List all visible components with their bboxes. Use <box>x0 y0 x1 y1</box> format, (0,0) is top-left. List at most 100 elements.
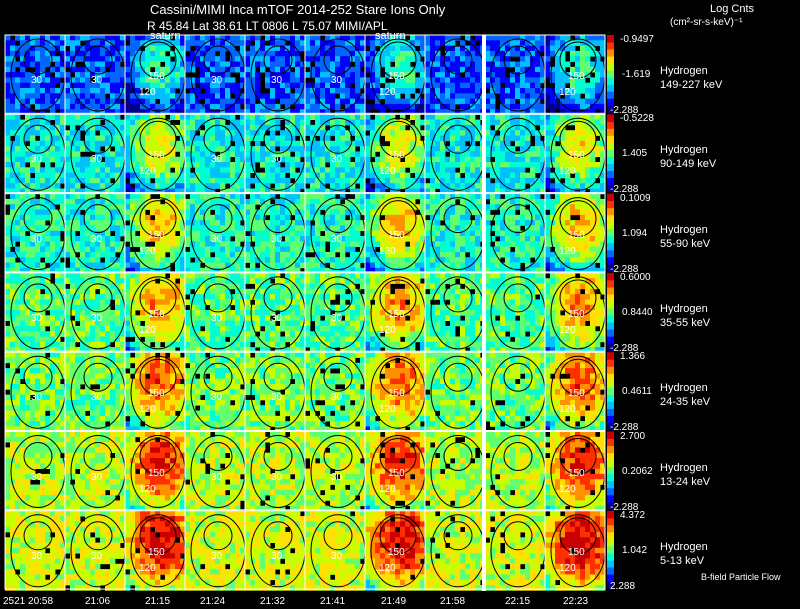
heatmap-pixel <box>320 135 326 142</box>
heatmap-pixel <box>200 177 206 184</box>
heatmap-pixel <box>185 225 191 232</box>
heatmap-pixel <box>105 257 111 263</box>
heatmap-pixel <box>45 177 51 184</box>
heatmap-pixel <box>545 257 551 263</box>
heatmap-pixel <box>365 257 371 263</box>
heatmap-pixel <box>205 267 211 274</box>
heatmap-pixel <box>555 50 561 57</box>
heatmap-pixel <box>180 262 186 269</box>
heatmap-pixel <box>185 66 191 73</box>
heatmap-pixel <box>430 130 436 136</box>
heatmap-pixel <box>275 188 281 195</box>
heatmap-pixel <box>210 188 216 195</box>
heatmap-pixel <box>455 193 461 200</box>
heatmap-pixel <box>325 204 331 210</box>
contour-circle <box>443 204 473 234</box>
heatmap-pixel <box>255 50 261 57</box>
heatmap-pixel <box>105 35 111 41</box>
heatmap-pixel <box>175 72 181 78</box>
heatmap-pixel <box>50 220 56 226</box>
heatmap-pixel <box>295 114 301 120</box>
heatmap-pixel <box>180 188 186 195</box>
heatmap-pixel <box>255 225 261 232</box>
heatmap-pixel <box>185 40 191 46</box>
heatmap-pixel <box>325 230 331 237</box>
heatmap-pixel <box>555 61 561 68</box>
heatmap-pixel <box>535 98 541 105</box>
heatmap-pixel <box>70 198 76 205</box>
heatmap-pixel <box>175 167 181 173</box>
heatmap-pixel <box>225 114 231 120</box>
heatmap-pixel <box>265 77 271 84</box>
heatmap-pixel <box>550 50 556 57</box>
heatmap-pixel <box>325 156 331 163</box>
heatmap-pixel <box>450 50 456 57</box>
heatmap-pixel <box>160 124 166 131</box>
heatmap-pixel <box>180 267 186 274</box>
heatmap-pixel <box>85 220 91 226</box>
heatmap-pixel <box>145 177 151 184</box>
heatmap-pixel <box>505 109 511 115</box>
heatmap-pixel <box>115 177 121 184</box>
heatmap-pixel <box>265 82 271 89</box>
heatmap-pixel <box>265 177 271 184</box>
heatmap-pixel <box>500 236 506 242</box>
heatmap-pixel <box>380 188 386 195</box>
heatmap-pixel <box>330 98 336 105</box>
heatmap-pixel <box>370 214 376 221</box>
heatmap-pixel <box>20 103 26 110</box>
heatmap-pixel <box>355 50 361 57</box>
heatmap-pixel <box>285 72 291 78</box>
heatmap-pixel <box>230 124 236 131</box>
heatmap-pixel <box>345 204 351 210</box>
heatmap-pixel <box>15 50 21 57</box>
heatmap-pixel <box>140 220 146 226</box>
heatmap-pixel <box>405 82 411 89</box>
heatmap-pixel <box>240 77 246 84</box>
heatmap-pixel <box>435 135 441 142</box>
heatmap-pixel <box>485 61 491 68</box>
heatmap-pixel <box>520 156 526 163</box>
heatmap-pixel <box>20 56 26 62</box>
heatmap-pixel <box>425 151 431 158</box>
heatmap-pixel <box>235 50 241 57</box>
heatmap-pixel <box>435 119 441 126</box>
heatmap-pixel <box>380 130 386 136</box>
heatmap-pixel <box>345 35 351 41</box>
heatmap-pixel <box>285 124 291 131</box>
heatmap-pixel <box>135 130 141 136</box>
heatmap-pixel <box>530 45 536 52</box>
heatmap-pixel <box>410 267 416 274</box>
heatmap-pixel <box>300 177 306 184</box>
heatmap-pixel <box>80 251 86 258</box>
heatmap-pixel <box>405 109 411 115</box>
heatmap-pixel <box>195 109 201 115</box>
heatmap-pixel <box>380 230 386 237</box>
heatmap-pixel <box>150 220 156 226</box>
heatmap-pixel <box>110 151 116 158</box>
heatmap-pixel <box>130 236 136 242</box>
heatmap-pixel <box>240 177 246 184</box>
heatmap-pixel <box>565 257 571 263</box>
heatmap-pixel <box>390 193 396 200</box>
heatmap-pixel <box>570 167 576 173</box>
heatmap-pixel <box>425 114 431 120</box>
heatmap-pixel <box>560 130 566 136</box>
heatmap-pixel <box>505 140 511 147</box>
heatmap-pixel <box>185 188 191 195</box>
heatmap-pixel <box>165 93 171 99</box>
heatmap-pixel <box>510 188 516 195</box>
heatmap-pixel <box>35 130 41 136</box>
heatmap-pixel <box>220 214 226 221</box>
heatmap-pixel <box>35 172 41 179</box>
heatmap-pixel <box>185 209 191 216</box>
heatmap-pixel <box>500 167 506 173</box>
heatmap-pixel <box>260 98 266 105</box>
heatmap-pixel <box>390 151 396 158</box>
heatmap-pixel <box>510 82 516 89</box>
heatmap-pixel <box>455 204 461 210</box>
heatmap-pixel <box>385 50 391 57</box>
heatmap-pixel <box>330 167 336 173</box>
heatmap-pixel <box>210 241 216 247</box>
contour-circle <box>203 204 233 234</box>
